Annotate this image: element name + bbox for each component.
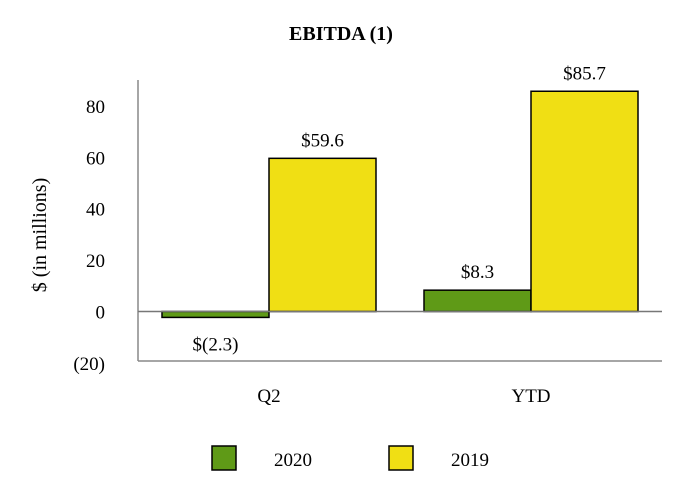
x-tick-label-ytd: YTD (511, 386, 550, 407)
y-tick-label: (20) (73, 354, 105, 375)
chart-title: EBITDA (1) (289, 23, 393, 45)
data-label-2020-q2: $(2.3) (193, 334, 239, 355)
y-tick-label: 0 (96, 303, 106, 324)
legend-swatch-2019 (388, 445, 414, 471)
y-axis-label: $ (in millions) (29, 178, 51, 292)
data-label-2019-q2: $59.6 (301, 130, 344, 151)
y-tick-label: 40 (86, 200, 105, 221)
legend-swatch-2020 (211, 445, 237, 471)
y-tick-label: 80 (86, 97, 105, 118)
bar-2019-ytd (530, 90, 639, 313)
legend-label-2019: 2019 (451, 450, 489, 471)
data-label-2019-ytd: $85.7 (563, 63, 606, 84)
x-tick-label-q2: Q2 (257, 386, 280, 407)
data-label-2020-ytd: $8.3 (461, 262, 494, 283)
bar-2020-q2 (161, 310, 270, 319)
y-tick-label: 60 (86, 148, 105, 169)
bar-2019-q2 (268, 157, 377, 313)
legend-label-2020: 2020 (274, 450, 312, 471)
bar-2020-ytd (423, 289, 532, 313)
y-tick-label: 20 (86, 251, 105, 272)
